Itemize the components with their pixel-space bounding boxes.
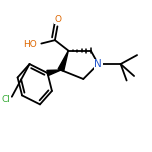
Text: HO: HO bbox=[23, 40, 37, 49]
Text: Cl: Cl bbox=[1, 95, 10, 104]
Text: N: N bbox=[94, 59, 102, 69]
Polygon shape bbox=[47, 70, 61, 76]
Polygon shape bbox=[58, 51, 68, 71]
Text: O: O bbox=[54, 15, 61, 24]
